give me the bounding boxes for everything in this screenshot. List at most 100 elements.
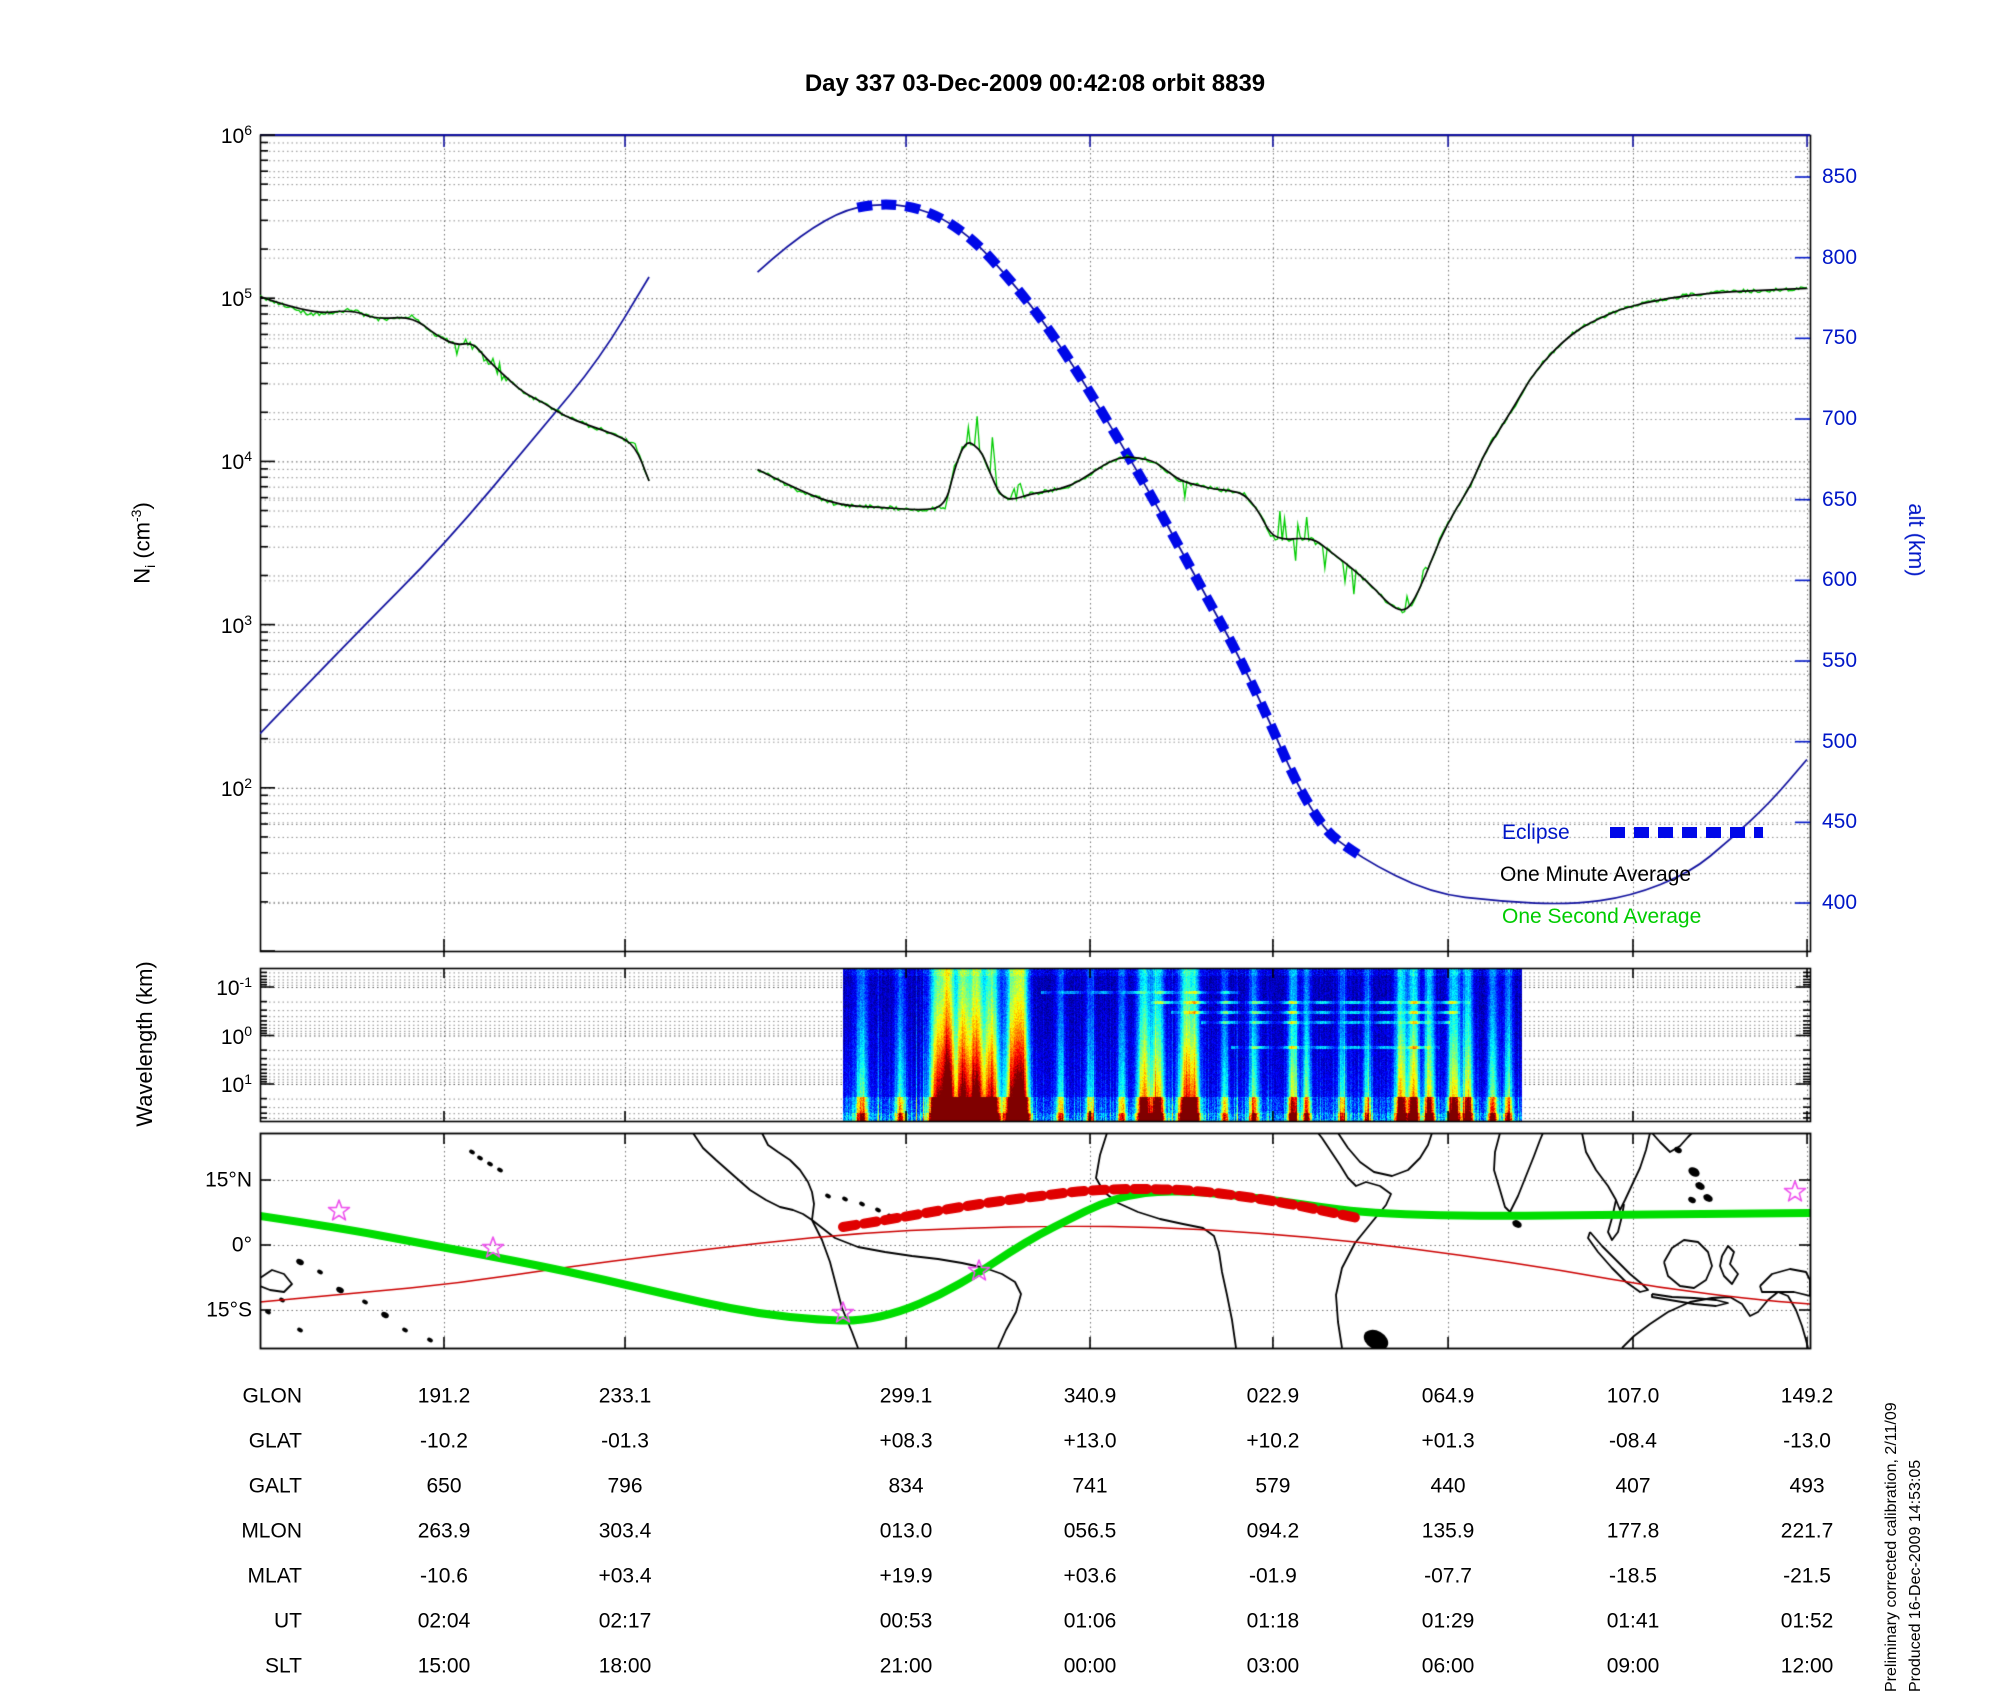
wavelength-tick-label: 100 — [221, 1024, 252, 1048]
map-lat-label: 0° — [231, 1233, 252, 1257]
ni-label-base: N — [129, 567, 155, 584]
table-cell: 440 — [1430, 1474, 1466, 1498]
table-row-label: MLAT — [247, 1564, 302, 1588]
alt-tick-label: 400 — [1822, 891, 1858, 915]
table-cell: 01:41 — [1606, 1609, 1660, 1633]
alt-tick-label: 650 — [1822, 487, 1858, 511]
table-cell: 149.2 — [1780, 1384, 1834, 1408]
ni-tick-label: 104 — [221, 449, 252, 473]
table-cell: 21:00 — [879, 1654, 933, 1678]
table-row-label: GLAT — [248, 1429, 302, 1453]
table-cell: 135.9 — [1421, 1519, 1475, 1543]
table-cell: 796 — [607, 1474, 643, 1498]
table-cell: +03.4 — [598, 1564, 652, 1588]
table-cell: -08.4 — [1609, 1429, 1657, 1453]
map-lat-label: 15°N — [205, 1168, 252, 1192]
table-cell: -13.0 — [1783, 1429, 1831, 1453]
alt-tick-label: 500 — [1822, 729, 1858, 753]
tick-exponent: 2 — [244, 774, 252, 791]
table-cell: -07.7 — [1424, 1564, 1472, 1588]
alt-tick-label: 850 — [1822, 165, 1858, 188]
table-cell: 579 — [1255, 1474, 1291, 1498]
table-cell: 01:18 — [1246, 1609, 1300, 1633]
table-cell: 263.9 — [417, 1519, 471, 1543]
table-cell: 107.0 — [1606, 1384, 1660, 1408]
wavelength-tick-label: 101 — [221, 1072, 252, 1096]
footer-calibration-note: Preliminary corrected calibration, 2/11/… — [1883, 1402, 1900, 1692]
tick-base: 10 — [216, 977, 240, 1000]
table-cell: 064.9 — [1421, 1384, 1475, 1408]
table-cell: 02:17 — [598, 1609, 652, 1633]
table-cell: 01:06 — [1063, 1609, 1117, 1633]
table-cell: 01:52 — [1780, 1609, 1834, 1633]
legend-label-eclipse: Eclipse — [1502, 821, 1570, 844]
table-cell: 12:00 — [1780, 1654, 1834, 1678]
table-row-label: SLT — [265, 1654, 302, 1678]
tick-exponent: 6 — [244, 122, 252, 138]
table-cell: -10.6 — [420, 1564, 468, 1588]
table-cell: 340.9 — [1063, 1384, 1117, 1408]
table-cell: 650 — [426, 1474, 462, 1498]
table-cell: 01:29 — [1421, 1609, 1475, 1633]
table-cell: +19.9 — [879, 1564, 933, 1588]
ni-label-post: ) — [129, 502, 155, 510]
legend-label-second-avg: One Second Average — [1502, 905, 1702, 928]
table-cell: 02:04 — [417, 1609, 471, 1633]
table-cell: 191.2 — [417, 1384, 471, 1408]
ni-axis-label: Ni (cm-3) — [128, 502, 158, 584]
table-cell: 056.5 — [1063, 1519, 1117, 1543]
ni-tick-label: 106 — [221, 123, 252, 147]
table-cell: 094.2 — [1246, 1519, 1300, 1543]
tick-base: 10 — [220, 1074, 245, 1097]
eclipse-dash-swatch — [1610, 827, 1763, 838]
table-cell: 233.1 — [598, 1384, 652, 1408]
table-cell: -01.3 — [601, 1429, 649, 1453]
ni-label-sup: -3 — [128, 509, 145, 522]
tick-base: 10 — [220, 777, 245, 801]
tick-base: 10 — [220, 614, 245, 638]
table-cell: +10.2 — [1246, 1429, 1300, 1453]
alt-tick-label: 600 — [1822, 568, 1858, 592]
ni-tick-label: 103 — [221, 613, 252, 637]
alt-tick-label: 550 — [1822, 649, 1858, 673]
footer-produced-note: Produced 16-Dec-2009 14:53:05 — [1907, 1459, 1924, 1692]
table-cell: 493 — [1789, 1474, 1825, 1498]
table-cell: 03:00 — [1246, 1654, 1300, 1678]
table-cell: +01.3 — [1421, 1429, 1475, 1453]
alt-tick-label: 750 — [1822, 326, 1858, 350]
tick-exponent: 4 — [244, 448, 252, 465]
tick-base: 10 — [220, 288, 245, 312]
tick-exponent: 3 — [244, 611, 252, 628]
ni-tick-label: 102 — [221, 776, 252, 800]
table-row-label: MLON — [241, 1519, 302, 1543]
tick-base: 10 — [220, 1025, 245, 1049]
ni-label-mid: (cm — [129, 522, 155, 565]
table-cell: 09:00 — [1606, 1654, 1660, 1678]
table-row-label: GLON — [242, 1384, 302, 1408]
table-cell: 00:00 — [1063, 1654, 1117, 1678]
table-row-label: GALT — [248, 1474, 302, 1498]
table-cell: -10.2 — [420, 1429, 468, 1453]
table-row-label: UT — [274, 1609, 302, 1633]
table-cell: 303.4 — [598, 1519, 652, 1543]
table-cell: 18:00 — [598, 1654, 652, 1678]
tick-base: 10 — [220, 451, 245, 475]
table-cell: -01.9 — [1248, 1564, 1297, 1588]
page-title: Day 337 03-Dec-2009 00:42:08 orbit 8839 — [804, 70, 1266, 97]
table-cell: +08.3 — [879, 1429, 933, 1453]
table-cell: 407 — [1615, 1474, 1651, 1498]
table-cell: 013.0 — [879, 1519, 933, 1543]
tick-exponent: 1 — [244, 1071, 252, 1087]
tick-base: 10 — [220, 125, 245, 148]
table-cell: 741 — [1072, 1474, 1108, 1498]
map-lat-label: 15°S — [206, 1298, 252, 1322]
table-cell: 177.8 — [1606, 1519, 1660, 1543]
table-cell: -18.5 — [1609, 1564, 1657, 1588]
wavelength-tick-label: 10-1 — [216, 975, 252, 999]
wavelength-axis-label: Wavelength (km) — [132, 961, 157, 1127]
legend-label-minute-avg: One Minute Average — [1500, 863, 1692, 886]
table-cell: 299.1 — [879, 1384, 933, 1408]
table-cell: +03.6 — [1063, 1564, 1117, 1588]
